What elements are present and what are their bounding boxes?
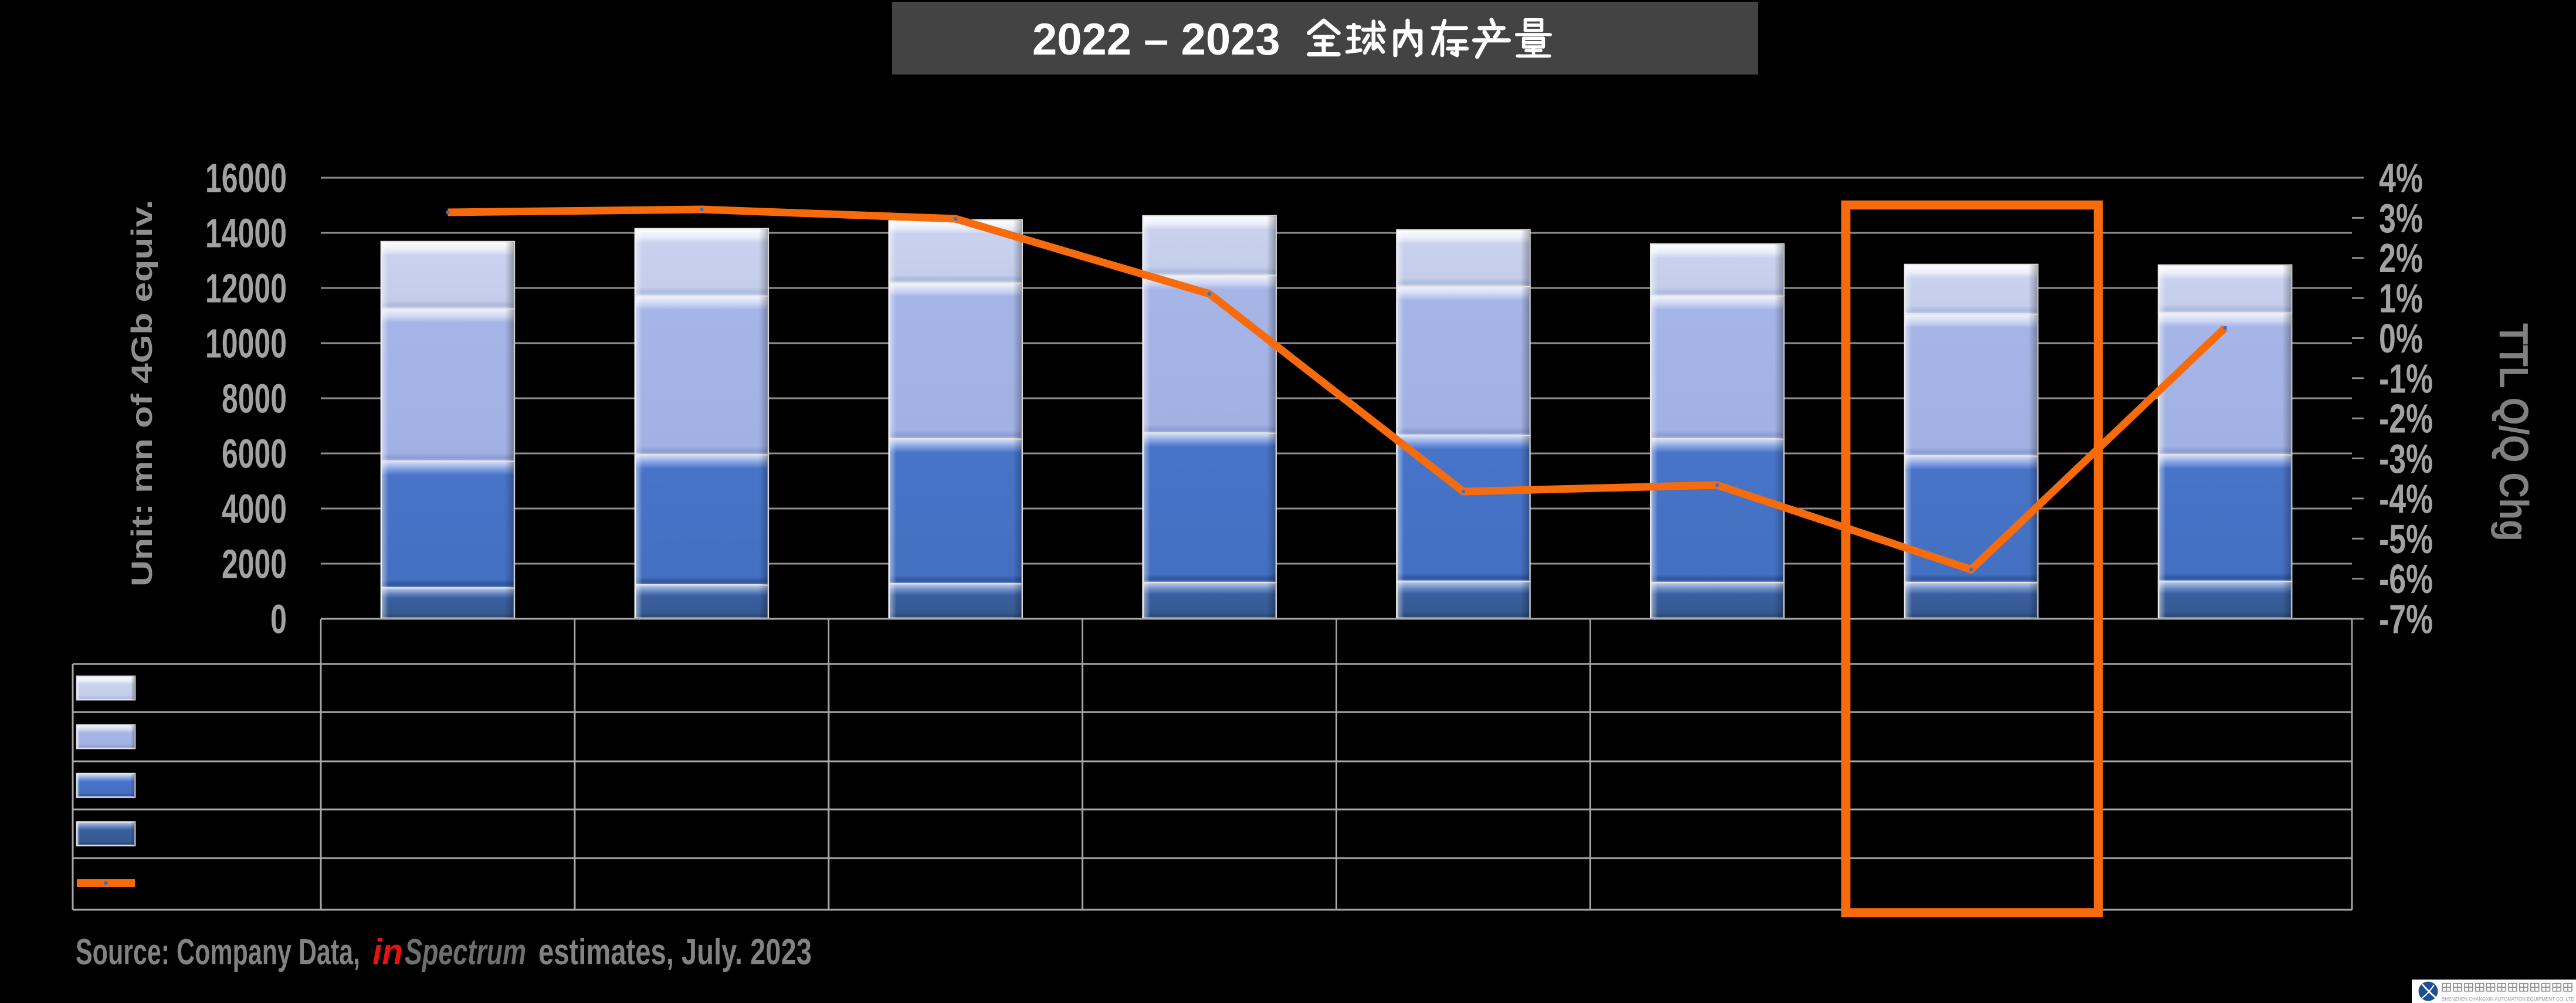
svg-text:-6%: -6% bbox=[2379, 556, 2433, 602]
svg-text:1%: 1% bbox=[2379, 276, 2423, 321]
svg-text:4000: 4000 bbox=[222, 486, 287, 532]
svg-text:-7%: -7% bbox=[2379, 597, 2433, 642]
svg-text:6000: 6000 bbox=[222, 431, 287, 477]
svg-text:10000: 10000 bbox=[205, 321, 287, 367]
svg-text:estimates, July. 2023: estimates, July. 2023 bbox=[538, 932, 812, 972]
svg-text:2022 – 2023: 2022 – 2023 bbox=[1032, 15, 1280, 65]
svg-text:TTL Q/Q Chg: TTL Q/Q Chg bbox=[2491, 323, 2537, 541]
svg-text:-4%: -4% bbox=[2379, 476, 2433, 521]
svg-text:2%: 2% bbox=[2379, 235, 2423, 281]
svg-text:8000: 8000 bbox=[222, 376, 287, 422]
svg-text:16000: 16000 bbox=[205, 155, 287, 201]
svg-text:0: 0 bbox=[270, 597, 287, 642]
svg-text:0%: 0% bbox=[2379, 316, 2423, 361]
svg-text:Unit: mn of 4Gb equiv.: Unit: mn of 4Gb equiv. bbox=[126, 199, 158, 587]
svg-text:Source: Company Data,: Source: Company Data, bbox=[76, 932, 360, 972]
svg-text:SHENZHEN CHANGXIN AUTOMATION E: SHENZHEN CHANGXIN AUTOMATION EQUIPMENT C… bbox=[2442, 996, 2574, 1002]
svg-text:3%: 3% bbox=[2379, 195, 2423, 241]
svg-text:4%: 4% bbox=[2379, 155, 2423, 201]
svg-text:14000: 14000 bbox=[205, 211, 287, 256]
svg-text:-3%: -3% bbox=[2379, 436, 2433, 482]
svg-text:Spectrum: Spectrum bbox=[405, 932, 526, 972]
svg-text:2000: 2000 bbox=[222, 541, 287, 587]
svg-text:-2%: -2% bbox=[2379, 396, 2433, 442]
svg-text:in: in bbox=[372, 932, 403, 972]
svg-text:-1%: -1% bbox=[2379, 355, 2433, 401]
svg-text:12000: 12000 bbox=[205, 266, 287, 311]
svg-text:-5%: -5% bbox=[2379, 516, 2433, 562]
